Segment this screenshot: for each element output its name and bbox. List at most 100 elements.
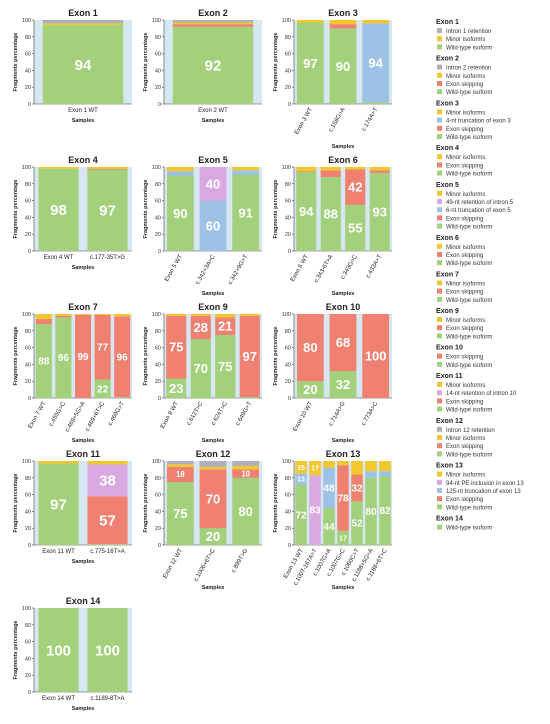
x-tick-label: c.773A>C [361, 400, 380, 427]
value-label: 96 [117, 352, 129, 363]
y-tick-label: 0 [288, 102, 291, 108]
bar-segment [199, 200, 227, 251]
chart-panel-5: Exon 5 0 20 40 60 80 100 Fragments percentage Ex… [143, 155, 262, 297]
bar-segment [362, 20, 390, 24]
legend-swatch [437, 243, 442, 249]
x-axis-title: Samples [332, 585, 355, 591]
x-tick-label: c.177-35T>G [90, 255, 126, 261]
y-tick-label: 40 [285, 215, 291, 221]
value-label: 91 [238, 205, 252, 220]
bar-segment [369, 170, 390, 173]
y-tick-label: 40 [155, 68, 161, 74]
legend-swatch [437, 280, 442, 286]
value-label: 32 [351, 483, 363, 494]
y-tick-label: 80 [155, 182, 161, 188]
value-label: 80 [303, 340, 317, 355]
legend-item-label: Wild-type isoform [446, 135, 492, 141]
bar-segment [232, 477, 260, 545]
bar-segment [172, 20, 254, 23]
y-tick-label: 20 [155, 232, 161, 238]
legend-swatch [437, 223, 442, 229]
y-tick-label: 80 [155, 329, 161, 335]
value-label: 92 [205, 58, 222, 75]
bar-segment [329, 20, 357, 25]
legend-item-label: 125-nt truncation of exon 13 [446, 489, 521, 495]
value-label: 18 [176, 470, 185, 479]
bar-segment [362, 102, 390, 104]
value-label: 44 [323, 522, 335, 533]
y-tick-label: 60 [25, 199, 31, 205]
legend-swatch [437, 36, 442, 42]
chart-panel-6: Exon 6 0 20 40 60 80 100 Fragments percentage Ex… [273, 155, 392, 297]
legend-swatch [437, 382, 442, 387]
value-label: 94 [368, 55, 383, 70]
legend-group-title: Exon 7 [436, 271, 459, 278]
legend-item-label: 49-nt retention of intron 5 [446, 200, 514, 206]
y-tick-label: 40 [155, 509, 161, 515]
legend-swatch [437, 398, 442, 404]
bar-segment [55, 317, 72, 398]
legend-item-label: Wild-type isoform [446, 526, 492, 532]
bar-segment [295, 484, 307, 545]
legend-item-label: 14-nt retention of intron 10 [446, 391, 517, 397]
legend-item-label: Exon skipping [446, 290, 483, 296]
bar-segment [42, 20, 124, 24]
chart-panel-4: Exon 4 0 20 40 60 80 100 Fragments percentage Ex… [13, 155, 132, 271]
legend-swatch [437, 333, 442, 339]
x-tick-label: c.899T>G [231, 548, 250, 574]
chart-title: Exon 2 [198, 8, 228, 18]
legend-item-label: Exon skipping [446, 216, 483, 222]
legend-group-title: Exon 4 [436, 145, 459, 152]
x-tick-label: Exon 3 WT [294, 107, 314, 136]
bar-segment [38, 461, 79, 464]
y-tick-label: 40 [285, 68, 291, 74]
bar-segment [114, 316, 131, 398]
bar-segment [369, 167, 390, 171]
bar-segment [232, 167, 260, 171]
y-tick-label: 0 [158, 249, 161, 255]
value-label: 55 [348, 220, 362, 235]
value-label: 28 [194, 320, 208, 335]
legend-group-title: Exon 10 [436, 345, 463, 352]
x-tick-label: c.469G>T [107, 401, 126, 427]
bar-segment [172, 22, 254, 25]
bar-segment [35, 319, 52, 325]
bar-segment [215, 317, 236, 335]
bar-segment [296, 167, 317, 172]
bar-segment [199, 528, 227, 545]
chart-title: Exon 13 [326, 449, 361, 459]
bar-segment [199, 469, 227, 529]
bar-segment [87, 169, 128, 251]
y-tick-label: 20 [155, 85, 161, 91]
legend-swatch [437, 471, 442, 477]
bar-segment [190, 339, 211, 398]
bar-segment [166, 167, 194, 172]
bar-segment [296, 381, 324, 398]
y-tick-label: 20 [285, 85, 291, 91]
bar-segment [38, 608, 79, 692]
y-tick-label: 60 [285, 346, 291, 352]
y-tick-label: 80 [155, 35, 161, 41]
y-tick-label: 20 [285, 526, 291, 532]
y-tick-label: 40 [285, 509, 291, 515]
legend-swatch [437, 109, 442, 115]
legend-swatch [437, 488, 442, 493]
bar-segment [345, 167, 366, 170]
y-tick-label: 100 [282, 165, 291, 171]
value-label: 94 [75, 57, 92, 74]
chart-title: Exon 14 [66, 596, 101, 606]
bar-segment [172, 26, 254, 104]
value-label: 100 [365, 349, 387, 364]
y-tick-label: 0 [28, 396, 31, 402]
chart-panel-7: Exon 7 0 20 40 60 80 100 Fragments percentage Ex… [13, 302, 132, 444]
value-label: 97 [99, 203, 116, 220]
chart-panel-9: Exon 10 0 20 40 60 80 100 Fragments percentage E… [273, 302, 392, 444]
legend-swatch [437, 81, 442, 86]
chart-panel-3: Exon 3 0 20 40 60 80 100 Fragments percentage Ex… [273, 8, 392, 150]
x-tick-label: c.174A>T [361, 107, 379, 133]
bar-segment [87, 168, 128, 170]
legend-group-title: Exon 5 [436, 182, 459, 189]
bar-segment [190, 314, 211, 316]
